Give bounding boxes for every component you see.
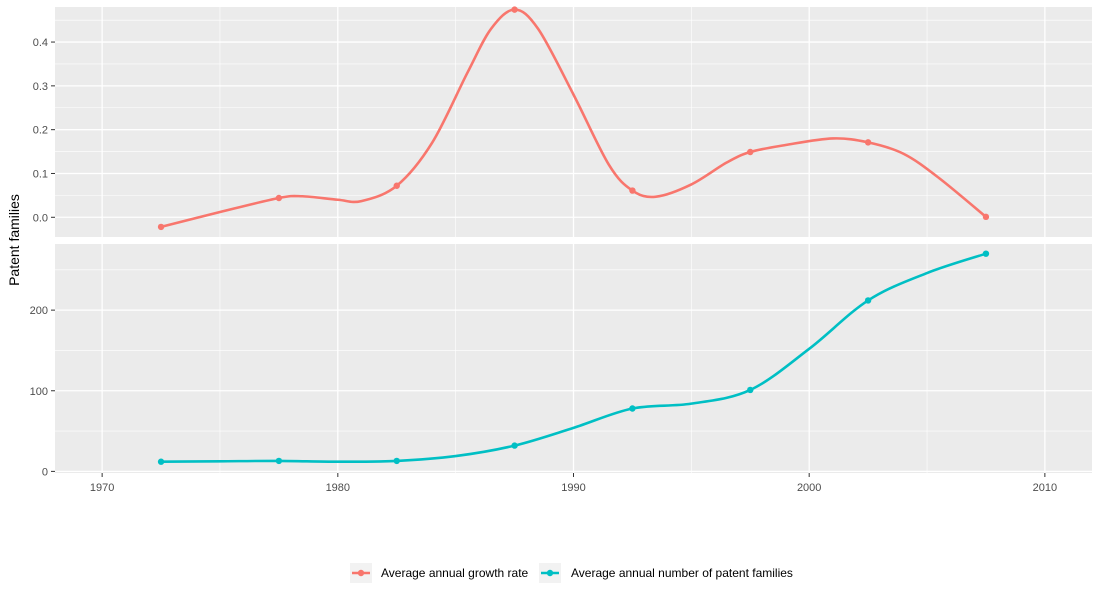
legend-key-patent-families-point: [546, 569, 554, 577]
x-tick-label: 1970: [90, 482, 114, 494]
y-tick-label: 200: [30, 305, 48, 317]
x-tick-label: 2010: [1033, 482, 1057, 494]
data-point: [511, 6, 518, 13]
data-point: [982, 250, 990, 257]
x-tick-label: 1990: [561, 482, 585, 494]
data-point: [747, 386, 754, 394]
y-axis-title: Patent families: [6, 194, 22, 286]
data-point: [393, 182, 400, 189]
data-point: [275, 194, 283, 202]
data-point: [511, 442, 518, 449]
data-point: [864, 297, 872, 304]
data-point: [629, 405, 636, 412]
x-tick-label: 2000: [797, 482, 821, 494]
top-panel-growth-rate: 0.0 0.1 0.2 0.3 0.4: [33, 6, 1092, 237]
y-tick-label: 0: [42, 466, 48, 478]
data-point: [629, 187, 636, 194]
series-line-top: [159, 8, 988, 229]
legend-label-growth-rate: Average annual growth rate: [381, 566, 529, 580]
data-point: [747, 148, 754, 156]
y-tick-label: 100: [30, 386, 48, 398]
data-point: [982, 213, 990, 221]
y-tick-label: 0.3: [33, 81, 48, 93]
data-point: [393, 457, 400, 465]
series-line-bottom: [159, 252, 988, 464]
legend-key-growth-rate-point: [357, 569, 365, 577]
y-tick-label: 0.4: [33, 37, 48, 49]
data-point: [864, 139, 872, 146]
x-axis: 1970 1980 1990 2000 2010: [90, 473, 1057, 494]
y-tick-label: 0.1: [33, 168, 48, 180]
data-point: [157, 458, 165, 465]
legend: Average annual growth rate Average annual…: [350, 563, 793, 583]
y-tick-label: 0.0: [33, 212, 48, 224]
x-tick-label: 1980: [326, 482, 350, 494]
bottom-panel-patent-families: 0 100 200: [30, 244, 1092, 478]
y-tick-label: 0.2: [33, 125, 48, 137]
legend-label-patent-families: Average annual number of patent families: [571, 566, 793, 580]
data-point: [157, 223, 165, 231]
data-point: [275, 457, 283, 465]
